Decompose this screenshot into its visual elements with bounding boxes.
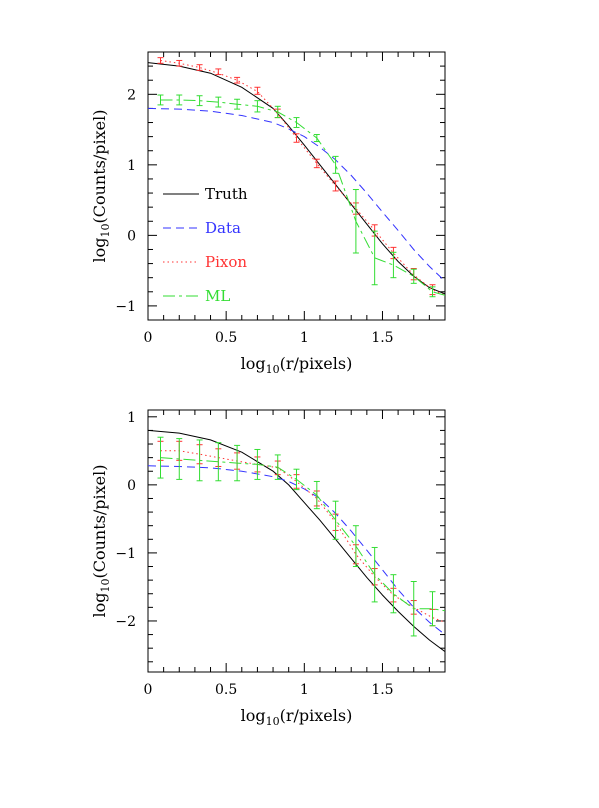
legend-label-truth: Truth — [205, 185, 248, 203]
errorbar-ml — [371, 230, 378, 286]
errorbar-ml — [390, 574, 397, 614]
x-tick-label: 1 — [300, 682, 309, 698]
errorbar-ml — [254, 448, 261, 480]
x-axis-label: log10(r/pixels) — [241, 706, 353, 728]
x-tick-label: 0 — [144, 682, 153, 698]
errorbar-ml — [352, 189, 359, 254]
series-line-truth — [148, 429, 445, 653]
errorbar-ml — [234, 444, 241, 482]
errorbar-ml — [176, 438, 183, 480]
x-tick-label: 0.5 — [215, 682, 237, 698]
errorbar-ml — [293, 117, 300, 128]
errorbar-pixon — [234, 76, 241, 84]
errorbar-ml — [196, 439, 203, 482]
errorbar-pixon — [332, 180, 339, 192]
errorbar-ml — [157, 436, 164, 479]
x-tick-label: 1.5 — [371, 330, 393, 346]
errorbar-ml — [274, 454, 281, 480]
x-tick-label: 1 — [300, 330, 309, 346]
errorbar-ml — [429, 591, 436, 627]
errorbar-ml — [176, 94, 183, 106]
x-tick-label: 0 — [144, 330, 153, 346]
errorbar-ml — [429, 286, 436, 298]
legend-label-pixon: Pixon — [205, 253, 247, 271]
x-tick-label: 1.5 — [371, 682, 393, 698]
errorbar-pixon — [313, 158, 320, 169]
plot-area — [148, 429, 445, 653]
errorbar-ml — [332, 155, 339, 174]
errorbar-ml — [274, 105, 281, 119]
y-tick-label: −2 — [115, 614, 136, 630]
legend: Truth Data Pixon ML — [163, 185, 248, 305]
y-tick-label: −1 — [115, 299, 136, 315]
plot-frame — [147, 409, 446, 673]
errorbar-pixon — [176, 59, 183, 67]
series-line-ml — [160, 457, 445, 612]
y-tick-label: 1 — [127, 410, 136, 426]
series-line-pixon — [160, 60, 445, 296]
series-line-pixon — [160, 450, 445, 623]
series-line-ml — [160, 99, 445, 296]
errorbar-ml — [313, 480, 320, 510]
errorbar-ml — [196, 95, 203, 107]
series-line-truth — [148, 62, 445, 295]
errorbar-ml — [313, 134, 320, 143]
y-axis-label: log10(Counts/pixel) — [90, 465, 112, 618]
chart-panel-bottom: 0 0.5 1 1.5 −2 −1 0 1 log10(r/pixels) log10(Count… — [90, 409, 446, 728]
plot-frame — [147, 51, 446, 321]
errorbar-pixon — [215, 68, 222, 76]
errorbar-ml — [371, 546, 378, 603]
errorbar-pixon — [254, 86, 261, 95]
y-tick-label: 0 — [127, 228, 136, 244]
errorbar-ml — [234, 98, 241, 110]
x-tick-label: 0.5 — [215, 330, 237, 346]
errorbar-ml — [332, 500, 339, 540]
errorbar-pixon — [196, 64, 203, 71]
series-line-data — [148, 465, 445, 635]
errorbar-ml — [254, 100, 261, 113]
errorbar-ml — [352, 525, 359, 568]
x-axis-label: log10(r/pixels) — [241, 354, 353, 376]
errorbar-ml — [215, 442, 222, 482]
y-tick-label: −1 — [115, 546, 136, 562]
errorbar-ml — [410, 580, 417, 637]
legend-label-data: Data — [205, 219, 241, 237]
plot-area — [148, 57, 445, 298]
errorbar-ml — [293, 468, 300, 491]
errorbar-pixon — [293, 133, 300, 143]
y-axis-label: log10(Counts/pixel) — [90, 110, 112, 263]
y-tick-label: 0 — [127, 478, 136, 494]
errorbar-ml — [410, 268, 417, 284]
y-tick-label: 1 — [127, 158, 136, 174]
errorbar-pixon — [157, 57, 164, 64]
y-tick-label: 2 — [127, 87, 136, 103]
errorbar-ml — [157, 94, 164, 106]
chart-panel-top: 0 0.5 1 1.5 −1 0 1 2 log10(r/pixels) log10(Counts… — [90, 51, 446, 376]
errorbar-ml — [390, 251, 397, 279]
errorbar-ml — [215, 96, 222, 108]
legend-label-ml: ML — [205, 287, 230, 305]
